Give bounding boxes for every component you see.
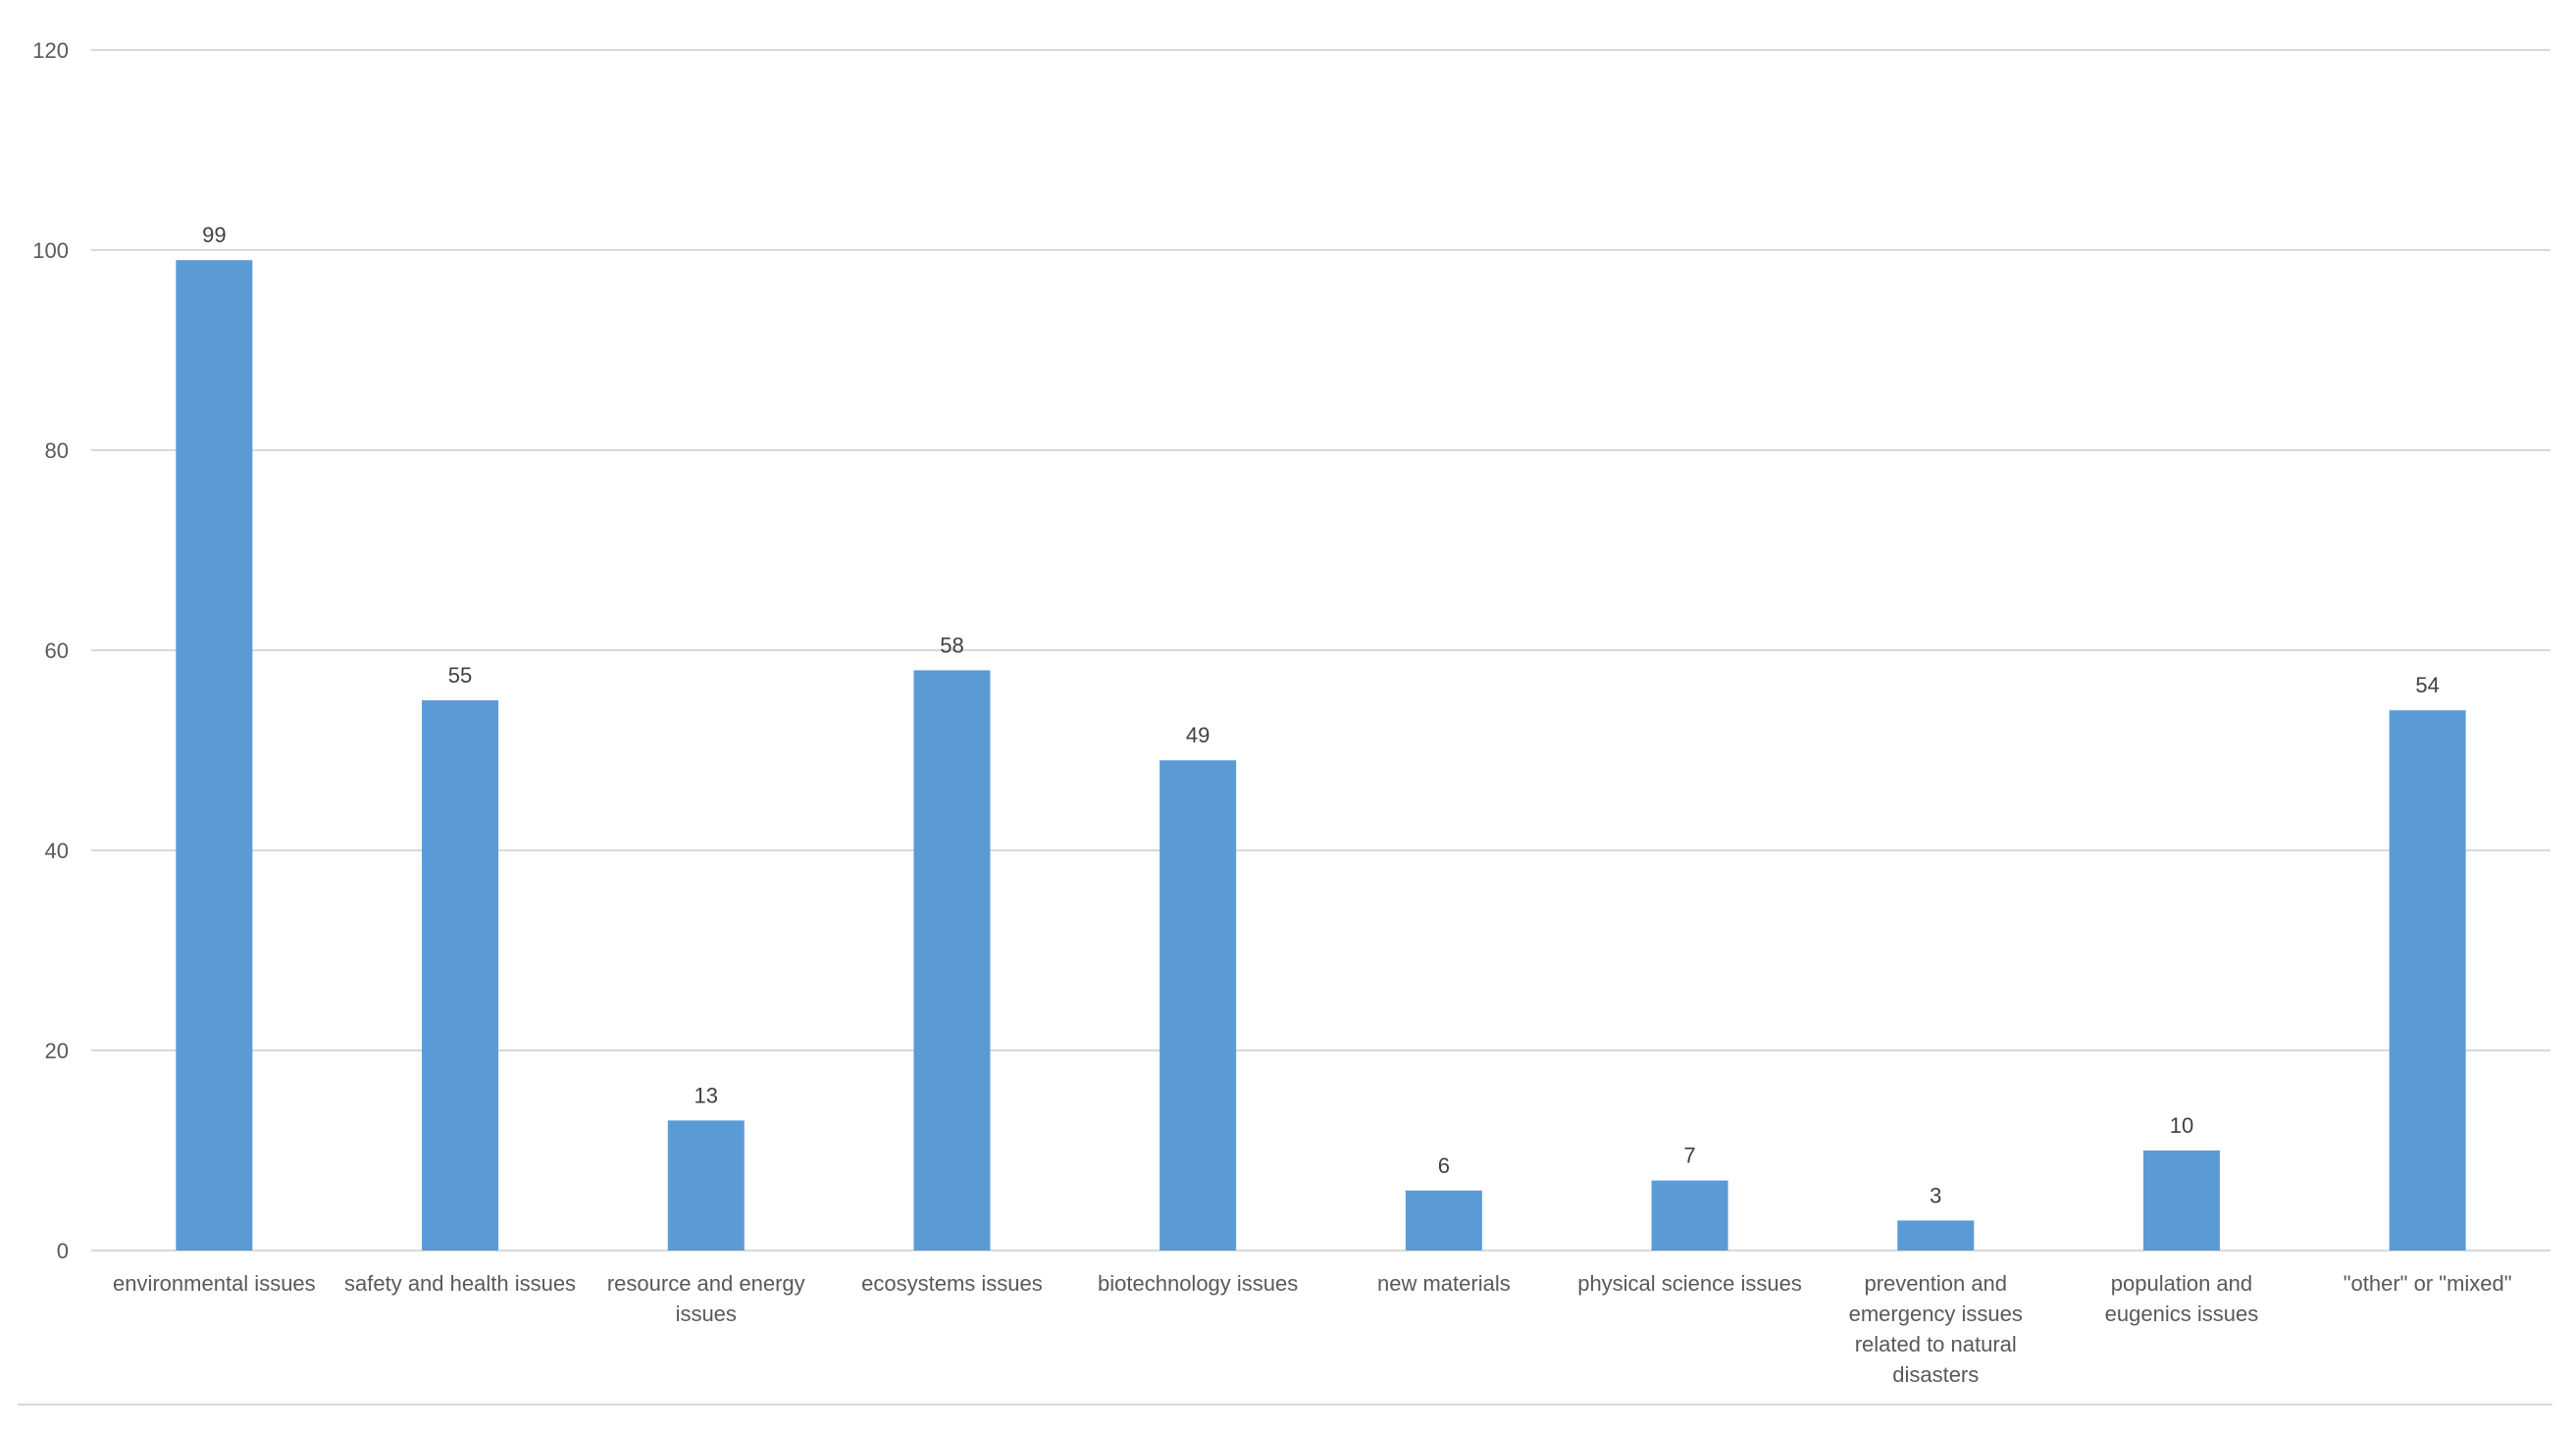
x-tick-label-line: prevention and xyxy=(1864,1271,2007,1296)
data-label: 13 xyxy=(695,1083,718,1107)
bar xyxy=(1651,1180,1728,1251)
bar xyxy=(1159,760,1237,1251)
data-label: 49 xyxy=(1186,723,1210,747)
bar xyxy=(176,260,253,1251)
data-label: 55 xyxy=(448,663,472,688)
x-tick-label-line: biotechnology issues xyxy=(1098,1271,1298,1296)
y-tick-label: 0 xyxy=(57,1239,69,1263)
y-tick-label: 40 xyxy=(45,839,69,863)
x-tick-label-line: population and xyxy=(2111,1271,2252,1296)
data-label: 58 xyxy=(940,633,963,657)
data-label: 10 xyxy=(2170,1113,2193,1138)
data-label: 3 xyxy=(1930,1183,1941,1207)
x-tick-label-line: physical science issues xyxy=(1577,1271,1802,1296)
x-tick-label: ecosystems issues xyxy=(861,1271,1043,1296)
x-tick-label: safety and health issues xyxy=(344,1271,576,1296)
x-tick-label-line: issues xyxy=(676,1302,737,1326)
y-tick-label: 100 xyxy=(32,238,69,263)
x-tick-label-line: ecosystems issues xyxy=(861,1271,1043,1296)
x-tick-label-line: related to natural xyxy=(1855,1332,2017,1356)
gridlines xyxy=(91,49,2550,1252)
bar xyxy=(2142,1150,2220,1251)
bar xyxy=(913,670,991,1251)
x-tick-label: physical science issues xyxy=(1577,1271,1802,1296)
bar xyxy=(2389,710,2466,1251)
bar xyxy=(1897,1220,1975,1251)
y-tick-label: 120 xyxy=(32,38,69,63)
data-label: 54 xyxy=(2415,673,2439,697)
x-tick-label: environmental issues xyxy=(113,1271,316,1296)
x-tick-label-line: resource and energy xyxy=(607,1271,805,1296)
x-tick-label: population and eugenics issues xyxy=(2105,1271,2259,1326)
x-tick-label-line: disasters xyxy=(1892,1362,1979,1387)
x-tick-label: prevention and emergency issues related to… xyxy=(1849,1271,2023,1387)
data-labels: 99 55 13 58 49 6 7 3 10 54 xyxy=(202,223,2440,1207)
x-tick-label-line: eugenics issues xyxy=(2105,1302,2259,1326)
x-tick-label-line: safety and health issues xyxy=(344,1271,576,1296)
x-tick-label-line: new materials xyxy=(1377,1271,1511,1296)
y-tick-label: 20 xyxy=(45,1039,69,1063)
y-tick-label: 60 xyxy=(45,639,69,663)
x-tick-label-line: environmental issues xyxy=(113,1271,316,1296)
data-label: 6 xyxy=(1438,1153,1450,1178)
x-axis-ticks: environmental issues safety and health is… xyxy=(113,1271,2512,1387)
x-tick-label: new materials xyxy=(1377,1271,1511,1296)
x-tick-label-line: emergency issues xyxy=(1849,1302,2023,1326)
x-tick-label: resource and energy issues xyxy=(607,1271,805,1326)
y-axis-ticks: 0 20 40 60 80 100 120 xyxy=(32,38,69,1263)
data-label: 99 xyxy=(202,223,226,247)
bar xyxy=(1405,1190,1482,1251)
bars xyxy=(176,260,2466,1251)
y-tick-label: 80 xyxy=(45,438,69,463)
x-tick-label: biotechnology issues xyxy=(1098,1271,1298,1296)
bar xyxy=(667,1120,745,1251)
bar xyxy=(422,700,499,1251)
x-tick-label: "other" or "mixed" xyxy=(2344,1271,2512,1296)
data-label: 7 xyxy=(1683,1144,1695,1168)
x-tick-label-line: "other" or "mixed" xyxy=(2344,1271,2512,1296)
